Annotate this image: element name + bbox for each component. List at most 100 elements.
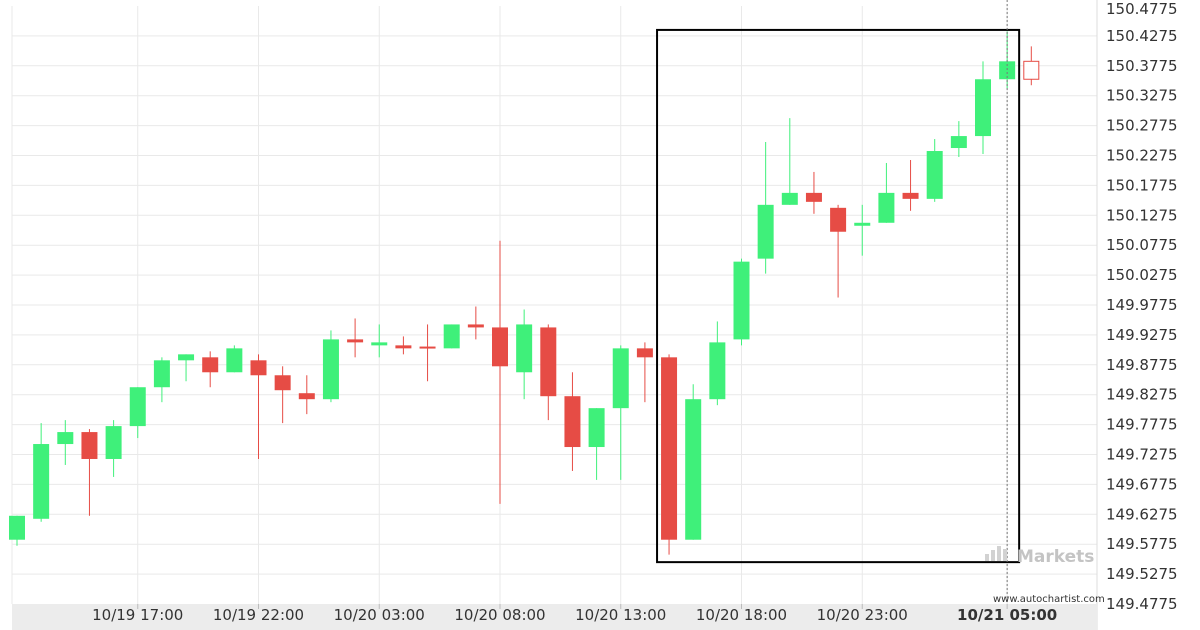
candle bbox=[516, 309, 533, 400]
candle-body bbox=[902, 192, 919, 199]
y-tick-label: 149.8275 bbox=[1106, 386, 1178, 404]
candle-body bbox=[274, 375, 291, 391]
candle-body bbox=[975, 79, 991, 137]
candle-body bbox=[250, 360, 267, 376]
candle-body bbox=[153, 360, 170, 388]
x-tick-label: 10/19 22:00 bbox=[213, 606, 304, 624]
candle bbox=[443, 324, 460, 349]
candle-body bbox=[419, 346, 436, 349]
candle-body bbox=[830, 207, 847, 232]
candle-body bbox=[202, 357, 219, 373]
candle-body bbox=[371, 342, 388, 346]
x-tick-label: 10/20 08:00 bbox=[454, 606, 545, 624]
candle bbox=[709, 321, 726, 406]
candle bbox=[274, 366, 291, 424]
candle bbox=[9, 515, 25, 546]
y-tick-label: 150.1275 bbox=[1106, 206, 1178, 224]
candle bbox=[854, 204, 871, 256]
candle-body bbox=[733, 261, 750, 340]
x-axis-band bbox=[12, 604, 1097, 630]
y-tick-label: 150.3775 bbox=[1106, 57, 1178, 75]
candle-body bbox=[950, 136, 967, 149]
candle-body bbox=[298, 393, 315, 400]
candle bbox=[105, 420, 122, 477]
y-tick-label: 149.7775 bbox=[1106, 416, 1178, 434]
watermark: Markets bbox=[985, 546, 1094, 567]
candle bbox=[322, 330, 339, 403]
candle-body bbox=[9, 515, 25, 540]
candle bbox=[250, 354, 267, 459]
candle bbox=[395, 336, 412, 355]
candle bbox=[999, 31, 1016, 89]
y-tick-label: 149.8775 bbox=[1106, 356, 1178, 374]
candle bbox=[57, 420, 74, 465]
candle bbox=[81, 429, 98, 516]
candle-body bbox=[226, 348, 243, 373]
grid-lines bbox=[11, 0, 1098, 630]
candle bbox=[347, 318, 364, 358]
candle bbox=[781, 118, 798, 205]
x-tick-label: 10/20 18:00 bbox=[696, 606, 787, 624]
candle bbox=[926, 139, 943, 202]
candle-body bbox=[564, 396, 581, 448]
bar-chart-logo-icon bbox=[985, 546, 1007, 561]
y-tick-label: 150.2775 bbox=[1106, 117, 1178, 135]
candle-body bbox=[105, 426, 122, 459]
candle bbox=[540, 324, 557, 421]
candle-body bbox=[516, 324, 533, 373]
y-tick-label: 150.2275 bbox=[1106, 147, 1178, 165]
candle bbox=[661, 354, 678, 555]
y-tick-label: 149.9275 bbox=[1106, 326, 1178, 344]
candle-body bbox=[612, 348, 629, 409]
candle bbox=[492, 240, 508, 504]
candle-body bbox=[57, 432, 74, 445]
candle-body bbox=[129, 387, 146, 427]
candle-body bbox=[685, 399, 702, 540]
y-tick-label: 150.0775 bbox=[1106, 236, 1178, 254]
candle-body bbox=[81, 432, 98, 459]
candle bbox=[202, 351, 219, 388]
y-tick-label: 149.4775 bbox=[1106, 595, 1178, 613]
candle bbox=[902, 159, 919, 211]
candle bbox=[371, 324, 388, 358]
watermark-text: Markets bbox=[1017, 547, 1094, 567]
candle-body bbox=[467, 324, 484, 328]
candle bbox=[153, 357, 170, 403]
y-tick-label: 150.4275 bbox=[1106, 27, 1178, 45]
candle bbox=[950, 121, 967, 157]
x-axis: 10/19 17:00 10/19 22:00 10/20 03:00 10/20 0… bbox=[12, 604, 1097, 630]
y-tick-label: 149.7275 bbox=[1106, 446, 1178, 464]
candle-body bbox=[322, 339, 339, 400]
x-tick-label: 10/19 17:00 bbox=[92, 606, 183, 624]
candle-body bbox=[443, 324, 460, 349]
candle-body bbox=[395, 345, 412, 349]
y-tick-label: 149.9775 bbox=[1106, 296, 1178, 314]
candle bbox=[878, 162, 895, 223]
candle-body bbox=[347, 339, 364, 343]
candle-body bbox=[588, 408, 605, 448]
candle bbox=[178, 354, 195, 382]
candle-body bbox=[757, 204, 774, 259]
candle bbox=[467, 306, 484, 340]
candle bbox=[588, 408, 605, 480]
candle bbox=[564, 372, 581, 471]
y-tick-label: 149.6275 bbox=[1106, 505, 1178, 523]
candle bbox=[757, 142, 774, 274]
source-credit: www.autochartist.com bbox=[993, 594, 1105, 605]
candle bbox=[733, 258, 750, 346]
x-tick-label: 10/20 23:00 bbox=[817, 606, 908, 624]
y-tick-label: 150.1775 bbox=[1106, 176, 1178, 194]
candle bbox=[1023, 46, 1040, 86]
candle-body bbox=[999, 61, 1016, 80]
pattern-box bbox=[656, 28, 1021, 564]
candle-body bbox=[878, 192, 895, 223]
y-tick-label: 149.6775 bbox=[1106, 475, 1178, 493]
y-tick-label: 150.0275 bbox=[1106, 266, 1178, 284]
candle bbox=[298, 375, 315, 415]
candle bbox=[33, 423, 50, 522]
candle-body bbox=[636, 348, 653, 358]
x-tick-label: 10/21 05:00 bbox=[957, 606, 1057, 624]
candle-body bbox=[1023, 60, 1040, 80]
candle-body bbox=[33, 444, 50, 519]
